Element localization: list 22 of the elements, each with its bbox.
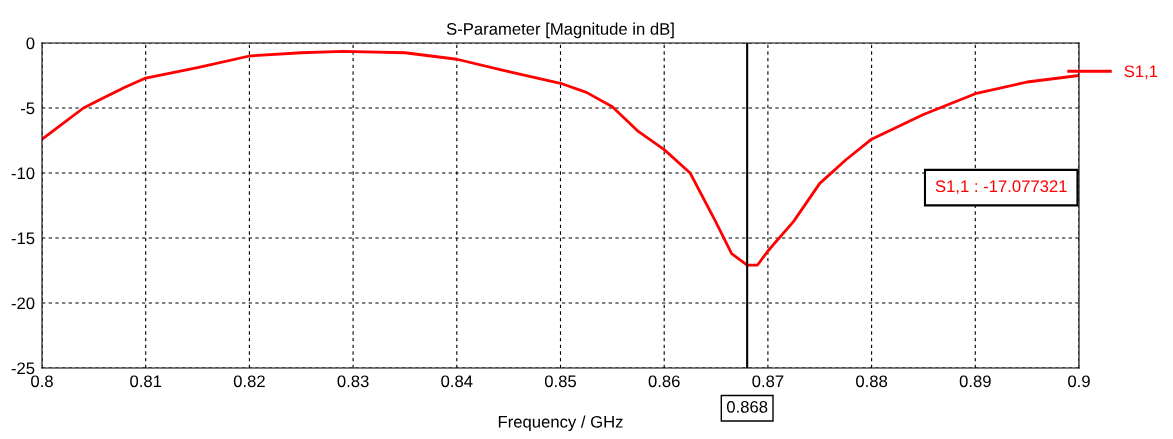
x-tick-label: 0.81 [130,375,162,388]
annotation: S1,1 : -17.077321 [935,180,1067,195]
legend-label: S1,1 [1124,65,1158,80]
y-tick-label: 0 [26,37,35,50]
y-tick-label: -10 [11,167,35,180]
y-tick-label: -25 [11,362,35,375]
x-tick-label: 0.82 [233,375,265,388]
y-tick-label: -5 [20,102,35,115]
x-tick-label: 0.9 [1068,375,1090,388]
x-tick-label: 0.88 [856,375,888,388]
y-tick-label: -20 [11,297,35,310]
x-axis-title: Frequency / GHz [498,415,623,432]
x-tick-label: 0.84 [441,375,473,388]
x-tick-label: 0.86 [648,375,680,388]
x-tick-label: 0.89 [959,375,991,388]
x-tick-label: 0.85 [544,375,577,388]
ref-line-label: 0.868 [726,400,768,413]
x-tick-label: 0.87 [752,375,784,388]
y-tick-label: -15 [11,232,35,245]
x-tick-label: 0.8 [31,375,53,388]
chart-title: S-Parameter [Magnitude in dB] [446,22,674,39]
x-tick-label: 0.83 [337,375,369,388]
